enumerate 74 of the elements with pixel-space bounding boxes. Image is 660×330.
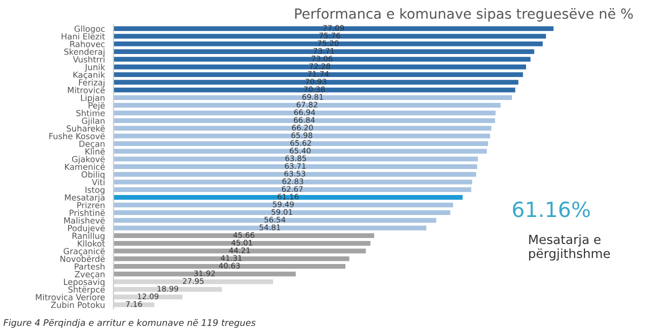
bar xyxy=(114,156,478,162)
bar xyxy=(114,172,476,177)
y-tick-label: Gllogoc xyxy=(74,25,105,34)
bar xyxy=(114,110,496,116)
bar xyxy=(114,256,350,262)
y-tick-label: Shtërpcë xyxy=(68,286,105,294)
y-tick-label: Ferizaj xyxy=(79,79,104,88)
y-tick-label: Zveçan xyxy=(74,271,104,279)
y-tick-label: Graçanicë xyxy=(64,248,105,256)
y-tick-label: Fushe Kosovë xyxy=(49,132,105,140)
y-tick-label: Obiliq xyxy=(82,171,104,180)
bar xyxy=(114,210,450,216)
bar xyxy=(114,202,454,208)
y-tick-label: Shtime xyxy=(76,110,105,116)
y-tick-label: Gjilan xyxy=(82,117,104,126)
bar xyxy=(114,42,543,46)
y-tick-label: Partesh xyxy=(74,263,104,270)
y-tick-label: Deçan xyxy=(79,140,104,148)
y-tick-label: Suharekë xyxy=(66,125,105,132)
bar xyxy=(114,187,472,192)
y-tick-label: Hani Elezit xyxy=(62,33,105,40)
y-tick-label: Kllokot xyxy=(78,240,105,247)
bar xyxy=(114,64,526,70)
bar xyxy=(114,248,366,254)
bar xyxy=(114,126,492,131)
bar xyxy=(114,49,534,54)
bar xyxy=(114,194,463,200)
bar xyxy=(114,218,436,223)
y-tick-label: Ranillug xyxy=(72,232,104,241)
y-tick-label: Klinë xyxy=(86,148,105,155)
y-tick-label: Rahovec xyxy=(70,40,105,48)
y-tick-label: Vushtrri xyxy=(72,56,104,63)
chart-title: Performanca e komunave sipas treguesëve në % xyxy=(295,8,633,22)
bar xyxy=(114,95,512,100)
y-tick-label: Zubin Potoku xyxy=(51,302,104,308)
bar xyxy=(114,80,518,85)
bar xyxy=(114,26,554,31)
y-tick-label: Istog xyxy=(86,186,104,195)
y-tick-label: Prizren xyxy=(77,202,104,208)
y-tick-label: Novobërdë xyxy=(60,256,105,262)
bar xyxy=(114,141,488,146)
y-tick-label: Mitrovica Veriore xyxy=(36,294,105,300)
bar xyxy=(114,88,516,92)
bar xyxy=(114,272,296,276)
y-tick-label: Kaçanik xyxy=(73,71,106,80)
bar xyxy=(114,72,523,77)
bar xyxy=(114,134,490,138)
bar xyxy=(114,233,374,238)
annotation: 61.16% xyxy=(512,201,590,218)
bar xyxy=(114,148,487,154)
y-tick-label: Malishevë xyxy=(64,217,105,224)
bar xyxy=(114,118,496,124)
y-tick-label: Prishtinë xyxy=(70,210,105,216)
y-tick-label: Lipjan xyxy=(81,94,104,103)
bar xyxy=(114,264,346,269)
annotation: Mesatarja e përgjithshme xyxy=(529,234,610,261)
bar xyxy=(114,226,426,230)
y-tick-label: Viti xyxy=(92,178,104,186)
bar xyxy=(114,56,531,62)
bar xyxy=(114,34,546,39)
bar xyxy=(114,102,501,108)
y-tick-label: Mitrovicë xyxy=(68,86,105,94)
bar xyxy=(114,180,472,184)
y-tick-label: Mesatarja xyxy=(65,194,104,202)
y-tick-label: Pejë xyxy=(88,102,105,110)
y-tick-label: Podujevë xyxy=(68,224,105,233)
y-tick-label: Kamenicë xyxy=(65,163,105,170)
y-tick-label: Skenderaj xyxy=(64,48,104,56)
y-tick-label: Junik xyxy=(84,64,106,72)
bar xyxy=(114,240,370,246)
bar xyxy=(114,164,478,170)
y-tick-label: Leposaviq xyxy=(64,278,104,287)
caption: Figure 4 Përqindja e arritur e komunave në 119 tregues xyxy=(4,319,256,328)
y-tick-label: Gjakovë xyxy=(72,156,105,164)
